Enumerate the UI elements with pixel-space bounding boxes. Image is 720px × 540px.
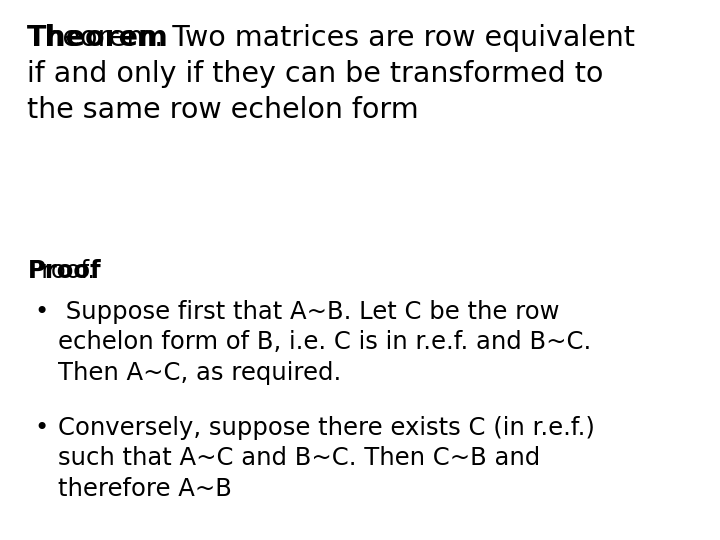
Text: Theorem: Theorem xyxy=(27,24,169,52)
Text: Theorem. Two matrices are row equivalent
if and only if they can be transformed : Theorem. Two matrices are row equivalent… xyxy=(27,24,635,124)
Text: •: • xyxy=(35,300,49,323)
Text: Proof.: Proof. xyxy=(27,259,96,283)
Text: Conversely, suppose there exists C (in r.e.f.)
such that A~C and B~C. Then C~B a: Conversely, suppose there exists C (in r… xyxy=(58,416,595,501)
Text: •: • xyxy=(35,416,49,440)
Text: Suppose first that A~B. Let C be the row
echelon form of B, i.e. C is in r.e.f. : Suppose first that A~B. Let C be the row… xyxy=(58,300,591,385)
Text: Proof: Proof xyxy=(27,259,101,283)
